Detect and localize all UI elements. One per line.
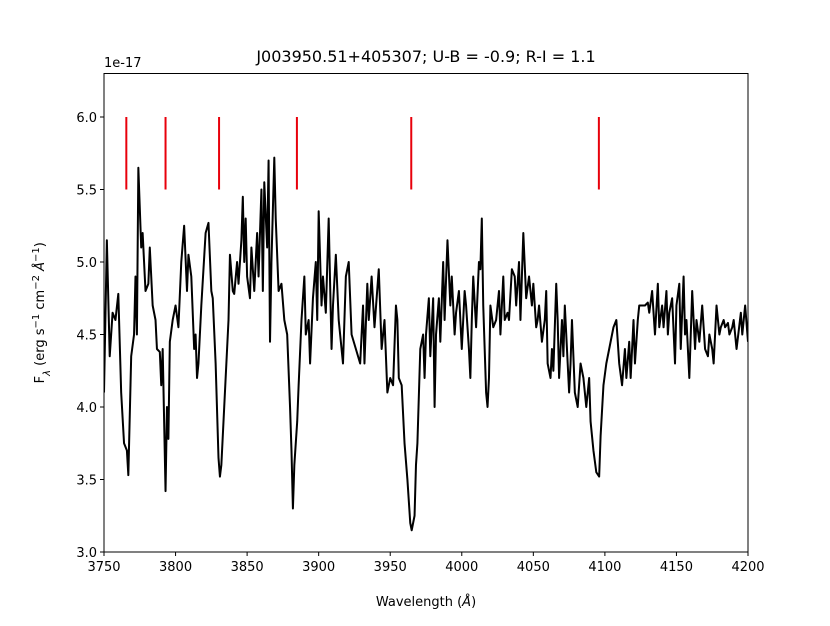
y-tick-label: 5.5 [76,184,97,199]
ylabel: Fλ (erg s−1 cm−2 Å−1) [31,242,53,383]
y-tick-label: 4.5 [76,329,97,344]
x-tick-label: 3950 [374,560,407,575]
x-tick-label: 3750 [87,560,120,575]
x-tick-label: 3800 [159,560,192,575]
label-part: (erg s [33,328,48,370]
y-tick-label: 3.5 [76,474,97,489]
y-tick-label: 6.0 [76,111,97,126]
x-tick-label: 4050 [517,560,550,575]
label-part: Å [461,594,471,610]
label-part: −2 [31,275,42,290]
label-part: ) [33,242,48,247]
spectrum-line [104,156,748,532]
label-part: λ [42,370,53,377]
label-part: ) [471,595,476,610]
x-tick-label: 4000 [445,560,478,575]
x-tick-label: 3850 [231,560,264,575]
y-tick-label: 5.0 [76,256,97,271]
x-tick-label: 4150 [660,560,693,575]
label-part: F [33,376,48,383]
x-tick-label: 4200 [731,560,764,575]
y-tick-label: 4.0 [76,401,97,416]
plot-frame [103,73,749,553]
label-part: −1 [31,314,42,329]
label-part: Wavelength ( [376,595,462,610]
label-part: Å [32,262,48,272]
label-part: cm [33,290,48,314]
chart-title: J003950.51+405307; U-B = -0.9; R-I = 1.1 [255,47,595,66]
label-part: −1 [31,247,42,262]
offset-label: 1e-17 [104,56,142,71]
x-tick-label: 4100 [588,560,621,575]
xlabel: Wavelength (Å) [376,594,476,610]
x-tick-label: 3900 [302,560,335,575]
y-tick-label: 3.0 [76,546,97,561]
